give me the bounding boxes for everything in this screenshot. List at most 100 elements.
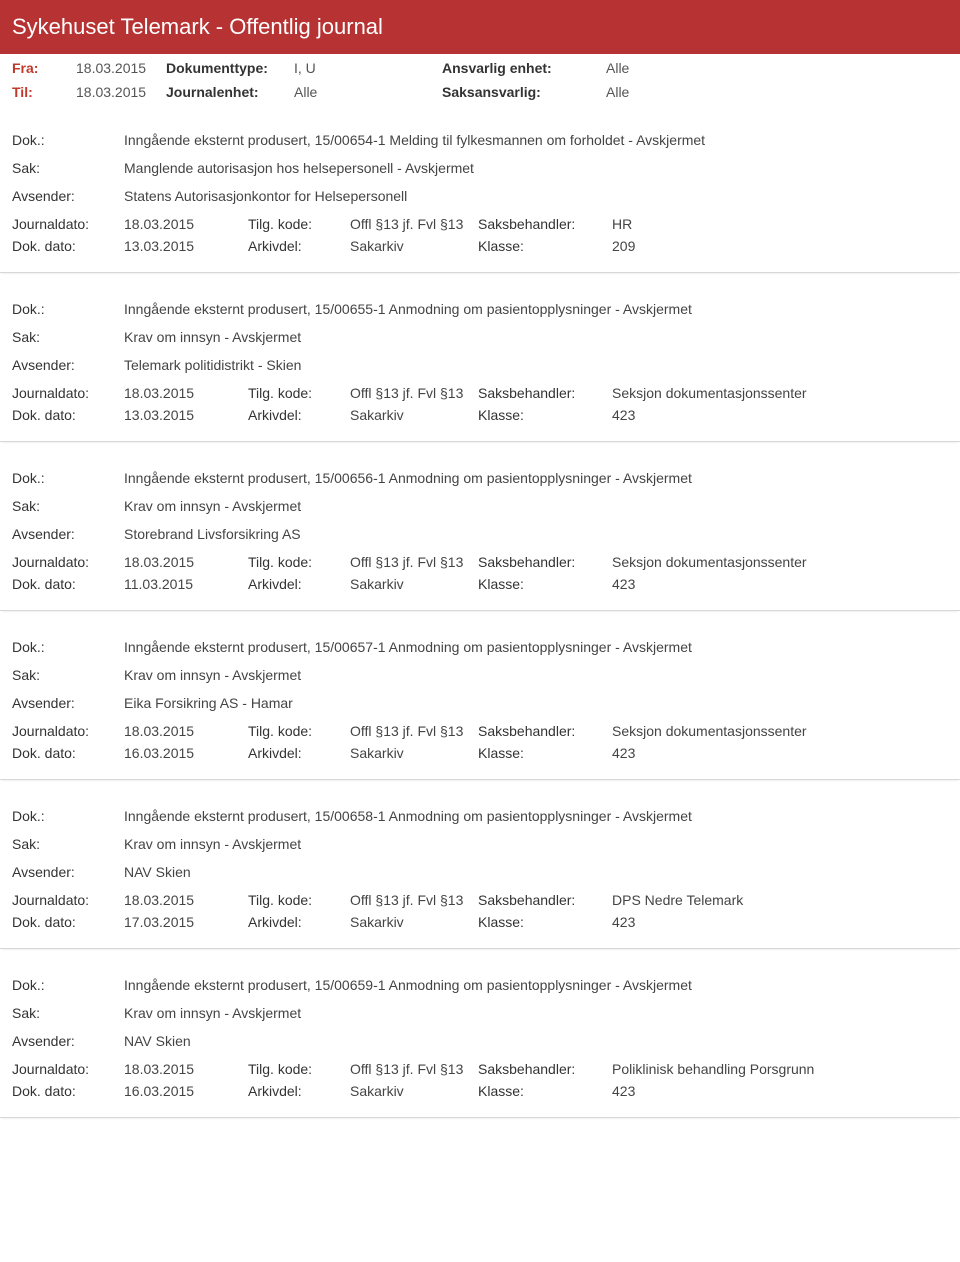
journaldato: Journaldato:18.03.2015 xyxy=(12,1061,248,1077)
arkivdel-value: Sakarkiv xyxy=(350,745,478,761)
dok-value: Inngående eksternt produsert, 15/00654-1… xyxy=(124,132,948,148)
klasse-label: Klasse: xyxy=(478,238,612,254)
journaldato-value: 18.03.2015 xyxy=(124,385,248,401)
arkivdel-value: Sakarkiv xyxy=(350,238,478,254)
dok-label-row: Dok.:Inngående eksternt produsert, 15/00… xyxy=(12,470,948,486)
klasse-label: Klasse: xyxy=(478,576,612,592)
sak-label: Sak: xyxy=(12,667,124,683)
kv-line: Journaldato:18.03.2015Tilg. kode:Offl §1… xyxy=(12,723,948,739)
tilgkode-label: Tilg. kode: xyxy=(248,892,350,908)
dok-label-row: Dok.:Inngående eksternt produsert, 15/00… xyxy=(12,808,948,824)
tilgkode-label: Tilg. kode: xyxy=(248,554,350,570)
tilgkode: Tilg. kode:Offl §13 jf. Fvl §13 xyxy=(248,216,478,232)
sak-label-row: Sak:Krav om innsyn - Avskjermet xyxy=(12,667,948,683)
kv-line: Journaldato:18.03.2015Tilg. kode:Offl §1… xyxy=(12,892,948,908)
saksbehandler: Saksbehandler:DPS Nedre Telemark xyxy=(478,892,743,908)
doctype-label: Dokumenttype: xyxy=(166,60,294,76)
arkivdel-label: Arkivdel: xyxy=(248,914,350,930)
dok-label-row: Dok.:Inngående eksternt produsert, 15/00… xyxy=(12,977,948,993)
klasse: Klasse:423 xyxy=(478,407,635,423)
journal-unit-value: Alle xyxy=(294,84,442,100)
tilgkode-value: Offl §13 jf. Fvl §13 xyxy=(350,723,478,739)
klasse-value: 423 xyxy=(612,407,635,423)
avsender-label-row: Avsender:Statens Autorisasjonkontor for … xyxy=(12,188,948,204)
journaldato-value: 18.03.2015 xyxy=(124,216,248,232)
dok-value: Inngående eksternt produsert, 15/00658-1… xyxy=(124,808,948,824)
kv-line: Dok. dato:16.03.2015Arkivdel:SakarkivKla… xyxy=(12,745,948,761)
saksbehandler: Saksbehandler:Seksjon dokumentasjonssent… xyxy=(478,385,807,401)
saksbehandler: Saksbehandler:HR xyxy=(478,216,632,232)
from-label: Fra: xyxy=(12,60,76,76)
klasse-value: 209 xyxy=(612,238,635,254)
journaldato: Journaldato:18.03.2015 xyxy=(12,216,248,232)
dok-label: Dok.: xyxy=(12,977,124,993)
journaldato-label: Journaldato: xyxy=(12,1061,124,1077)
arkivdel-label: Arkivdel: xyxy=(248,1083,350,1099)
arkivdel: Arkivdel:Sakarkiv xyxy=(248,407,478,423)
dok-label-row: Dok.:Inngående eksternt produsert, 15/00… xyxy=(12,132,948,148)
journaldato: Journaldato:18.03.2015 xyxy=(12,723,248,739)
dok-label: Dok.: xyxy=(12,301,124,317)
case-resp-value: Alle xyxy=(606,84,706,100)
dokdato-label: Dok. dato: xyxy=(12,576,124,592)
sak-label-row: Sak:Krav om innsyn - Avskjermet xyxy=(12,498,948,514)
dokdato-label: Dok. dato: xyxy=(12,238,124,254)
avsender-label: Avsender: xyxy=(12,188,124,204)
tilgkode: Tilg. kode:Offl §13 jf. Fvl §13 xyxy=(248,554,478,570)
tilgkode-value: Offl §13 jf. Fvl §13 xyxy=(350,216,478,232)
sak-value: Krav om innsyn - Avskjermet xyxy=(124,498,948,514)
sak-label-row: Sak:Krav om innsyn - Avskjermet xyxy=(12,1005,948,1021)
sak-value: Krav om innsyn - Avskjermet xyxy=(124,329,948,345)
sak-label-row: Sak:Krav om innsyn - Avskjermet xyxy=(12,329,948,345)
klasse-value: 423 xyxy=(612,914,635,930)
kv-line: Dok. dato:11.03.2015Arkivdel:SakarkivKla… xyxy=(12,576,948,592)
journaldato-value: 18.03.2015 xyxy=(124,892,248,908)
journal-entry: Dok.:Inngående eksternt produsert, 15/00… xyxy=(0,450,960,611)
from-date: 18.03.2015 xyxy=(76,60,166,76)
tilgkode-label: Tilg. kode: xyxy=(248,723,350,739)
sak-label: Sak: xyxy=(12,329,124,345)
journaldato: Journaldato:18.03.2015 xyxy=(12,554,248,570)
journaldato-value: 18.03.2015 xyxy=(124,1061,248,1077)
tilgkode-value: Offl §13 jf. Fvl §13 xyxy=(350,385,478,401)
dokdato: Dok. dato:16.03.2015 xyxy=(12,745,248,761)
avsender-label: Avsender: xyxy=(12,526,124,542)
journal-entry: Dok.:Inngående eksternt produsert, 15/00… xyxy=(0,619,960,780)
tilgkode-label: Tilg. kode: xyxy=(248,385,350,401)
tilgkode: Tilg. kode:Offl §13 jf. Fvl §13 xyxy=(248,723,478,739)
sak-label: Sak: xyxy=(12,836,124,852)
avsender-label-row: Avsender:NAV Skien xyxy=(12,864,948,880)
saksbehandler-label: Saksbehandler: xyxy=(478,892,612,908)
kv-line: Dok. dato:13.03.2015Arkivdel:SakarkivKla… xyxy=(12,407,948,423)
journaldato-label: Journaldato: xyxy=(12,723,124,739)
saksbehandler-label: Saksbehandler: xyxy=(478,385,612,401)
case-resp-label: Saksansvarlig: xyxy=(442,84,606,100)
dokdato-label: Dok. dato: xyxy=(12,745,124,761)
avsender-label-row: Avsender:Storebrand Livsforsikring AS xyxy=(12,526,948,542)
dok-label: Dok.: xyxy=(12,639,124,655)
klasse-value: 423 xyxy=(612,745,635,761)
dokdato: Dok. dato:13.03.2015 xyxy=(12,238,248,254)
dokdato-value: 13.03.2015 xyxy=(124,407,248,423)
journaldato-label: Journaldato: xyxy=(12,216,124,232)
sak-label: Sak: xyxy=(12,1005,124,1021)
avsender-label: Avsender: xyxy=(12,1033,124,1049)
klasse-label: Klasse: xyxy=(478,1083,612,1099)
journaldato-label: Journaldato: xyxy=(12,554,124,570)
klasse: Klasse:423 xyxy=(478,745,635,761)
dokdato: Dok. dato:11.03.2015 xyxy=(12,576,248,592)
tilgkode-label: Tilg. kode: xyxy=(248,216,350,232)
saksbehandler-label: Saksbehandler: xyxy=(478,723,612,739)
dokdato-value: 16.03.2015 xyxy=(124,745,248,761)
kv-line: Journaldato:18.03.2015Tilg. kode:Offl §1… xyxy=(12,1061,948,1077)
tilgkode: Tilg. kode:Offl §13 jf. Fvl §13 xyxy=(248,892,478,908)
dokdato: Dok. dato:17.03.2015 xyxy=(12,914,248,930)
saksbehandler-value: HR xyxy=(612,216,632,232)
arkivdel: Arkivdel:Sakarkiv xyxy=(248,914,478,930)
klasse-label: Klasse: xyxy=(478,745,612,761)
dokdato-label: Dok. dato: xyxy=(12,1083,124,1099)
journaldato-label: Journaldato: xyxy=(12,892,124,908)
dok-value: Inngående eksternt produsert, 15/00656-1… xyxy=(124,470,948,486)
dokdato-value: 17.03.2015 xyxy=(124,914,248,930)
arkivdel: Arkivdel:Sakarkiv xyxy=(248,238,478,254)
